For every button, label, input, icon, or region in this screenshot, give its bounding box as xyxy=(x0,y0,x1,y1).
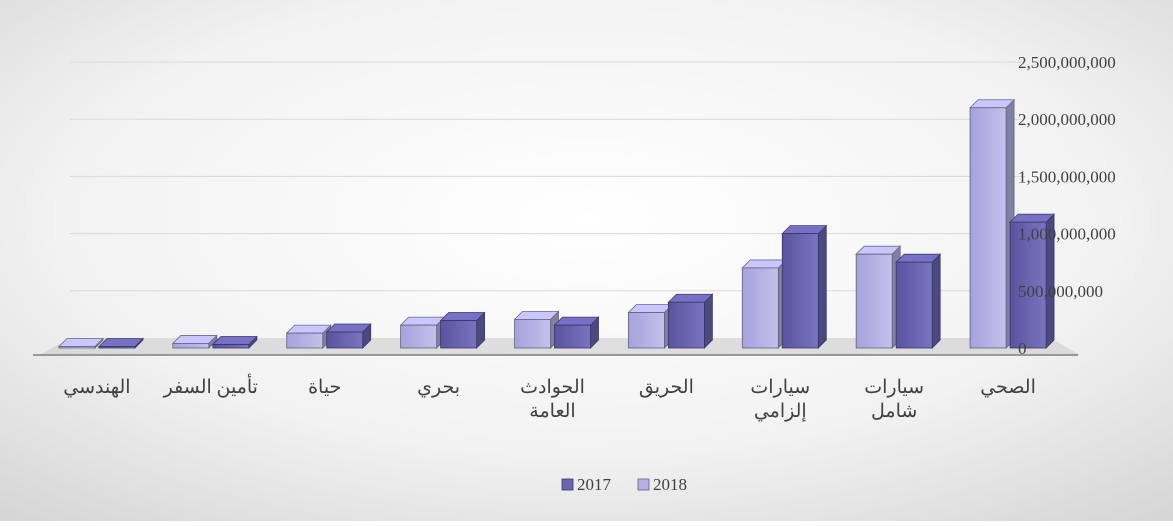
bar-top-face xyxy=(285,324,332,334)
bar-top-face xyxy=(667,293,714,303)
x-category-label: الحريق xyxy=(639,377,694,398)
bar-top-face xyxy=(211,336,258,345)
legend-label-2018: 2018 xyxy=(653,475,687,494)
bar-front-face xyxy=(969,107,1007,349)
bar-front-face xyxy=(400,324,438,349)
bar-2017-0 xyxy=(1009,213,1056,349)
x-category-label: الصحي xyxy=(980,377,1036,398)
bar-front-face xyxy=(627,312,665,349)
bar-front-face xyxy=(741,267,779,349)
bar-top-face xyxy=(553,316,600,326)
x-axis-category-labels: الصحي سيارات شامل سيارات إلزامي الحريق الحوادث… xyxy=(63,373,1036,422)
bar-2017-1 xyxy=(895,253,942,349)
gridlines xyxy=(70,61,1025,292)
bar-2018-3 xyxy=(627,303,674,349)
bar-side-face xyxy=(931,253,941,349)
x-category-label: الهندسي xyxy=(63,377,130,398)
bar-front-face xyxy=(212,344,250,349)
legend: 2017 2018 xyxy=(561,475,687,494)
bar-front-face xyxy=(286,332,324,349)
bar-top-face xyxy=(399,316,446,326)
x-category-label: بحري xyxy=(417,377,460,398)
bar-2018-6 xyxy=(285,324,332,349)
bar-front-face xyxy=(554,324,591,349)
y-tick-label: 1,000,000,000 xyxy=(1018,225,1116,244)
bar-top-face xyxy=(969,99,1016,109)
bar-2017-8 xyxy=(97,337,144,349)
bar-2017-5 xyxy=(439,311,486,349)
bar-front-face xyxy=(440,320,478,349)
bar-2017-4 xyxy=(553,316,600,349)
y-tick-label: 2,500,000,000 xyxy=(1018,53,1116,72)
bar-top-face xyxy=(741,259,788,269)
bar-top-face xyxy=(1009,213,1056,223)
y-tick-label: 500,000,000 xyxy=(1018,282,1103,301)
bar-2018-2 xyxy=(741,258,788,349)
bar-top-face xyxy=(57,338,104,347)
bar-2018-1 xyxy=(855,245,902,349)
y-tick-label: 2,000,000,000 xyxy=(1018,110,1116,129)
legend-label-2017: 2017 xyxy=(577,475,612,494)
bar-front-face xyxy=(326,331,364,349)
bar-top-face xyxy=(97,338,144,347)
x-category-label: تأمين السفر xyxy=(163,373,258,398)
legend-swatch-2017 xyxy=(561,478,574,491)
bar-top-face xyxy=(513,310,560,320)
bar-front-face xyxy=(895,261,933,349)
bar-2018-0 xyxy=(969,98,1016,349)
bar-top-face xyxy=(439,312,486,321)
bar-front-face xyxy=(58,346,96,349)
bar-front-face xyxy=(855,253,893,349)
bar-top-face xyxy=(781,225,828,235)
bar-top-face xyxy=(895,253,942,263)
bar-2018-4 xyxy=(513,310,560,349)
bar-front-face xyxy=(1009,221,1047,349)
bar-2018-7 xyxy=(171,334,218,349)
x-category-label: الحوادث العامة xyxy=(520,377,585,422)
bar-top-face xyxy=(627,304,674,313)
bar-2018-5 xyxy=(399,316,446,349)
bar-side-face xyxy=(703,293,713,349)
y-tick-label: 1,500,000,000 xyxy=(1018,167,1116,186)
bar-front-face xyxy=(781,233,819,349)
bar-front-face xyxy=(98,346,136,349)
bar-top-face xyxy=(855,245,902,255)
y-axis-tick-labels: 2,500,000,000 2,000,000,000 1,500,000,000 1… xyxy=(1018,53,1116,358)
legend-swatch-2018 xyxy=(637,478,650,491)
bar-top-face xyxy=(325,323,372,333)
x-category-label: سيارات شامل xyxy=(864,377,924,422)
bar-2017-6 xyxy=(325,323,372,349)
bars xyxy=(57,98,1056,349)
bar-top-face xyxy=(171,335,218,344)
bar-2017-7 xyxy=(211,335,258,349)
x-category-label: حياة xyxy=(308,377,341,398)
bar-2017-3 xyxy=(667,293,714,349)
bar-side-face xyxy=(817,224,827,349)
bar-2018-8 xyxy=(57,337,104,349)
x-category-label: سيارات إلزامي xyxy=(750,377,810,422)
y-tick-label: 0 xyxy=(1018,339,1027,358)
bar-front-face xyxy=(514,318,551,349)
bar-2017-2 xyxy=(781,224,828,349)
bar-front-face xyxy=(667,301,705,349)
bar-front-face xyxy=(172,343,210,349)
